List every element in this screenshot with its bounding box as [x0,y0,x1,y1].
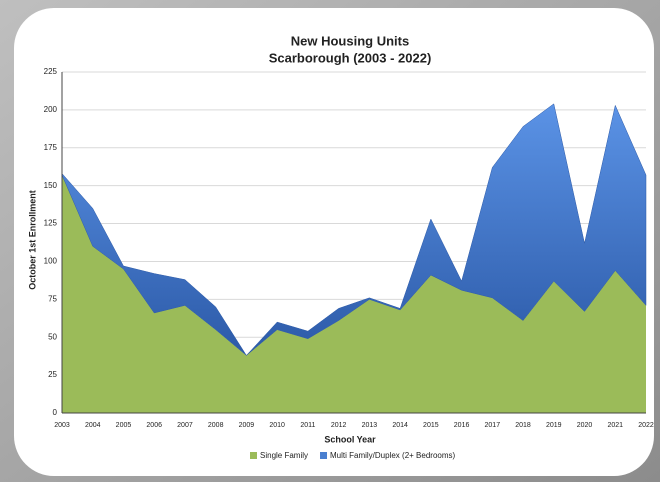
legend-swatch [320,452,328,459]
y-tick-label: 225 [44,67,58,76]
x-tick-label: 2008 [208,422,224,429]
x-tick-label: 2004 [85,422,101,429]
x-axis-title: School Year [324,434,376,444]
x-tick-label: 2010 [269,422,285,429]
y-tick-label: 0 [53,408,58,417]
area [61,103,647,356]
legend-label: Single Family [260,451,308,460]
area [62,175,646,413]
legend-swatch [250,452,257,459]
x-tick-label: 2020 [577,422,593,429]
x-tick-label: 2018 [515,422,531,429]
x-tick-label: 2014 [392,422,408,429]
x-tick-label: 2013 [362,422,378,429]
y-tick-label: 150 [44,181,58,190]
legend-label: Multi Family/Duplex (2+ Bedrooms) [330,451,455,460]
x-tick-label: 2019 [546,422,562,429]
y-axis-title: October 1st Enrollment [27,190,37,290]
x-tick-label: 2009 [239,422,255,429]
y-tick-label: 50 [48,332,57,341]
x-tick-label: 2017 [485,422,501,429]
x-tick-label: 2007 [177,422,193,429]
x-tick-label: 2016 [454,422,470,429]
x-tick-label: 2022 [638,422,654,429]
x-tick-label: 2005 [116,422,132,429]
x-tick-label: 2021 [607,422,623,429]
x-tick-label: 2006 [146,422,162,429]
y-tick-label: 125 [44,219,58,228]
y-tick-label: 175 [44,143,58,152]
y-tick-label: 75 [48,294,57,303]
chart-subtitle: Scarborough (2003 - 2022) [269,50,432,65]
x-tick-label: 2015 [423,422,439,429]
y-tick-label: 100 [44,257,58,266]
x-tick-label: 2011 [300,422,315,429]
x-tick-label: 2012 [331,422,347,429]
chart-title: New Housing Units [291,33,409,48]
y-tick-label: 200 [44,105,58,114]
y-tick-label: 25 [48,370,57,379]
x-tick-label: 2003 [54,422,70,429]
